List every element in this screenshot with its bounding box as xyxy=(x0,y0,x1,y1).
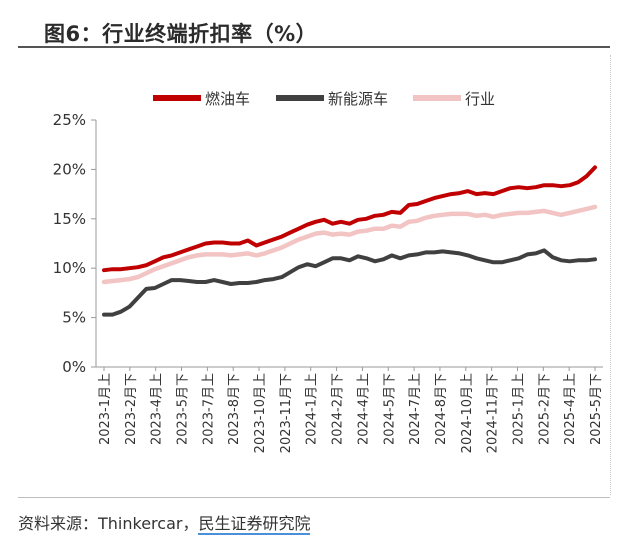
title-divider xyxy=(18,46,610,48)
y-axis: 0% 5% 10% 15% 20% 25% xyxy=(53,111,97,376)
source-prefix: 资料来源：Thinkercar， xyxy=(18,514,199,533)
x-tick-label: 2025-4月上 xyxy=(563,373,578,445)
x-tick-label: 2023-11月下 xyxy=(279,373,294,453)
x-tick-label: 2023-4月上 xyxy=(150,373,165,445)
series-line-industry xyxy=(101,204,598,285)
y-tick-label: 15% xyxy=(53,210,86,228)
x-tick-label: 2024-10月上 xyxy=(460,373,475,453)
source-institution: 民生证券研究院 xyxy=(198,514,311,535)
plot-area xyxy=(101,165,598,317)
x-tick-label: 2024-2月下 xyxy=(331,373,346,445)
x-tick-label: 2024-1月上 xyxy=(305,373,320,445)
x-tick-label: 2024-5月下 xyxy=(382,373,397,445)
x-tick-label: 2023-5月下 xyxy=(176,373,191,445)
x-tick-label: 2024-4月上 xyxy=(356,373,371,445)
series-line-fuel xyxy=(102,165,597,273)
x-tick-label: 2025-2月下 xyxy=(537,373,552,445)
figure-title: 图6：行业终端折扣率（%） xyxy=(44,22,318,46)
line-chart: 燃油车 新能源车 行业 0%5%10%15%20%25% 2023-1月上 2023-… xyxy=(53,90,604,453)
y-tick-label: 25% xyxy=(53,111,86,129)
chart-legend: 燃油车 新能源车 行业 xyxy=(153,90,495,108)
x-tick-label: 2024-7月上 xyxy=(408,373,423,445)
x-tick-label: 2023-10月上 xyxy=(253,373,268,453)
y-tick-label: 0% xyxy=(62,358,86,376)
x-tick-label: 2024-11月下 xyxy=(486,373,501,453)
x-axis: 2023-1月上 2023-2月下 2023-4月上 2023-5月下 2023-7月上… xyxy=(96,366,604,453)
series-line-nev xyxy=(102,248,597,317)
x-tick-label: 2024-8月下 xyxy=(434,373,449,445)
chart-area: 燃油车 新能源车 行业 0% 5% 10% 15% 20% 25% 2023-1月上 2023-… xyxy=(18,55,611,495)
x-tick-label: 2023-7月上 xyxy=(201,373,216,445)
x-tick-label: 2025-5月下 xyxy=(589,373,604,445)
y-tick-label: 10% xyxy=(53,259,86,277)
footer-divider xyxy=(18,497,610,498)
x-tick-label: 2023-2月下 xyxy=(124,373,139,445)
y-tick-label: 20% xyxy=(53,160,86,178)
legend-label: 新能源车 xyxy=(328,90,388,108)
legend-label: 行业 xyxy=(465,90,495,108)
x-tick-label: 2023-8月下 xyxy=(227,373,242,445)
x-tick-label: 2023-1月上 xyxy=(98,373,113,445)
legend-label: 燃油车 xyxy=(205,90,250,108)
source-note: 资料来源：Thinkercar，民生证券研究院 xyxy=(18,510,311,535)
y-tick-label: 5% xyxy=(62,309,86,327)
x-tick-label: 2025-1月上 xyxy=(511,373,526,445)
